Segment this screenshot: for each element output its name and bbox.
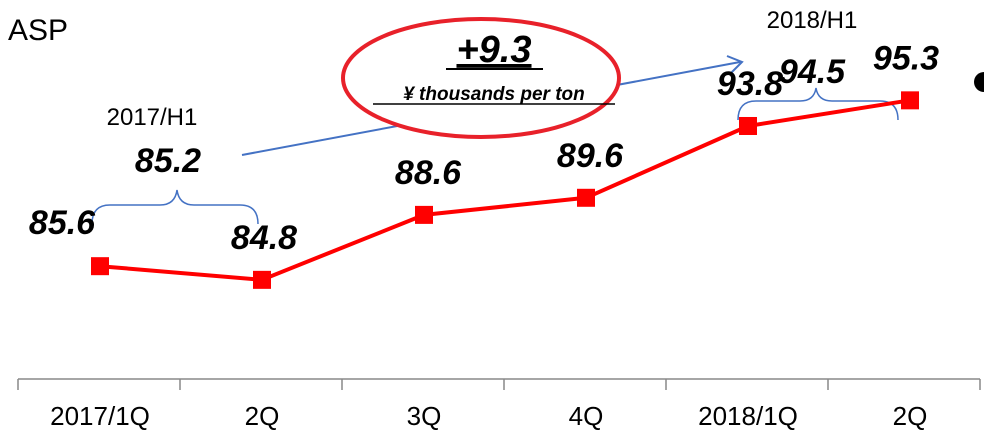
h1-2017-period: 2017/H1 bbox=[107, 104, 198, 131]
x-tick-label-5: 2Q bbox=[893, 401, 928, 431]
x-axis-ticks bbox=[17, 379, 981, 390]
increase-ring bbox=[341, 17, 621, 139]
h1-2018-value: 94.5 bbox=[779, 53, 846, 91]
data-point-5 bbox=[901, 91, 919, 110]
series-markers bbox=[91, 91, 919, 289]
increase-arrowhead bbox=[726, 55, 744, 74]
data-label-4: 93.8 bbox=[717, 65, 783, 103]
data-label-5: 95.3 bbox=[873, 39, 939, 77]
x-tick-label-2: 3Q bbox=[407, 401, 442, 431]
data-label-1: 84.8 bbox=[231, 219, 297, 257]
x-tick-label-1: 2Q bbox=[245, 401, 280, 431]
h1-2017-brace bbox=[91, 189, 259, 225]
data-labels: 85.6 84.8 88.6 89.6 93.8 95.3 bbox=[29, 39, 939, 257]
x-tick-label-4: 2018/1Q bbox=[698, 401, 798, 431]
increase-unit: ¥ thousands per ton bbox=[403, 84, 585, 105]
h1-2017-value: 85.2 bbox=[135, 142, 201, 180]
series-line bbox=[99, 98, 911, 282]
x-tick-labels: 2017/1Q 2Q 3Q 4Q 2018/1Q 2Q bbox=[50, 401, 927, 431]
data-label-0: 85.6 bbox=[29, 204, 96, 242]
data-point-0 bbox=[91, 257, 109, 276]
data-point-4 bbox=[739, 116, 757, 135]
data-label-2: 88.6 bbox=[395, 154, 462, 192]
chart-title: ASP bbox=[8, 14, 68, 47]
data-label-3: 89.6 bbox=[557, 137, 624, 175]
x-tick-label-3: 4Q bbox=[569, 401, 604, 431]
x-tick-label-0: 2017/1Q bbox=[50, 401, 150, 431]
h1-2018-period: 2018/H1 bbox=[767, 7, 858, 34]
data-point-1 bbox=[253, 270, 271, 289]
data-point-3 bbox=[577, 188, 595, 207]
increase-value: +9.3 bbox=[456, 29, 531, 71]
bullet-marker bbox=[974, 72, 984, 92]
data-point-2 bbox=[415, 205, 433, 224]
